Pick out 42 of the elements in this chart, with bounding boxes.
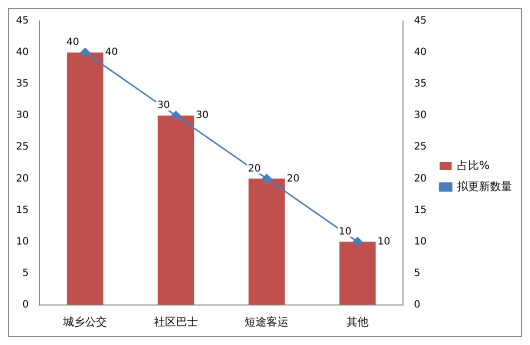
data-label: 30 (196, 110, 209, 122)
y2-tick-label: 40 (414, 47, 427, 58)
y2-tick-label: 5 (414, 268, 420, 279)
y2-tick-label: 45 (414, 16, 427, 27)
legend-label: 拟更新数量 (457, 180, 512, 193)
point (171, 110, 181, 120)
point (352, 236, 362, 246)
data-label: 20 (248, 163, 261, 174)
y-tick-label: 15 (16, 204, 29, 216)
y-tick-label: 30 (16, 110, 29, 122)
y2-tick-label: 25 (414, 142, 427, 153)
x-tick-label: 其他 (346, 315, 369, 328)
legend-label: 占比% (457, 158, 490, 172)
y-tick-label: 25 (16, 142, 29, 153)
x-tick-label: 短途客运 (244, 315, 289, 328)
point (262, 174, 272, 184)
data-label: 30 (157, 100, 170, 112)
y-tick-label: 10 (16, 236, 29, 248)
y-tick-label: 20 (16, 173, 29, 184)
data-label: 10 (338, 226, 352, 238)
y2-tick-label: 35 (414, 78, 427, 90)
bar (339, 242, 376, 305)
y-tick-label: 35 (16, 78, 29, 90)
data-label: 20 (286, 173, 300, 184)
y2-tick-label: 30 (414, 110, 427, 122)
bar (248, 178, 285, 305)
data-label: 40 (105, 47, 118, 58)
y2-tick-label: 10 (414, 236, 427, 248)
y-tick-label: 40 (16, 47, 29, 58)
bar (158, 116, 194, 305)
y-tick-label: 5 (22, 268, 29, 279)
y2-tick-label: 15 (414, 204, 427, 216)
y-tick-label: 0 (22, 299, 29, 310)
bar (66, 52, 104, 305)
y-tick-label: 45 (16, 16, 29, 27)
x-tick-label: 社区巴士 (154, 315, 198, 328)
data-label: 10 (378, 236, 390, 248)
x-tick-label: 城乡公交 (62, 315, 108, 328)
point (80, 48, 90, 58)
data-label: 40 (66, 37, 80, 48)
y2-tick-label: 0 (414, 299, 420, 310)
y2-tick-label: 20 (414, 173, 427, 184)
